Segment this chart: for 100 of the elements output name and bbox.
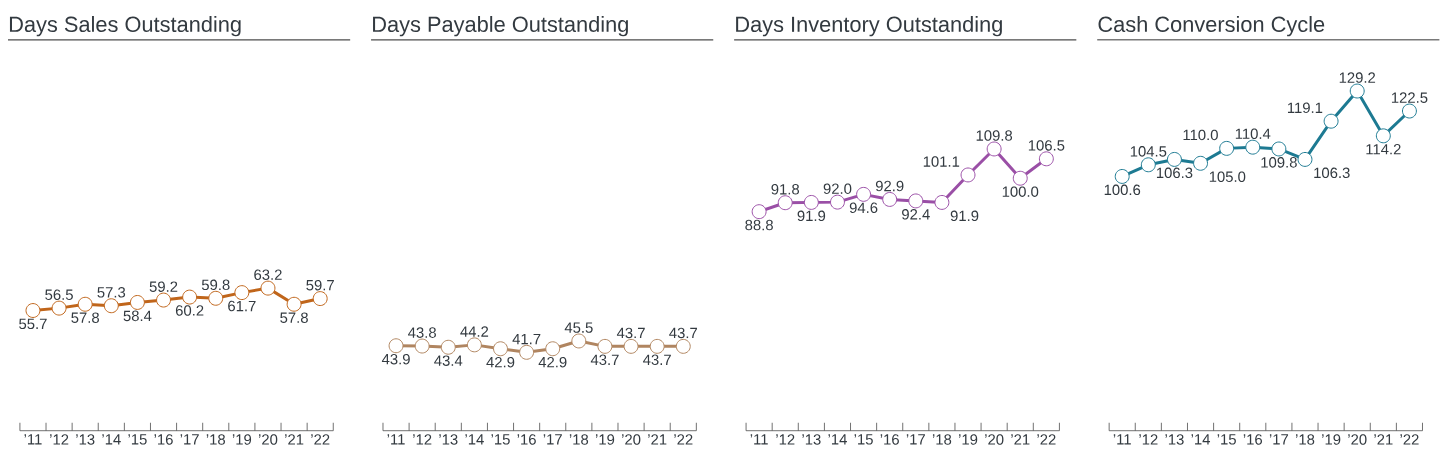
point	[1245, 139, 1261, 155]
x-tick-label: ’11	[24, 434, 42, 445]
point	[156, 292, 171, 308]
data-label: 110.0	[1183, 129, 1218, 141]
x-tick-label: ’18	[1295, 434, 1315, 445]
x-tick-label: ’16	[517, 434, 536, 445]
x-tick-label: ’14	[465, 434, 484, 445]
data-label: 92.0	[823, 183, 852, 195]
data-label: 43.4	[434, 355, 463, 367]
x-tick-label: ’12	[50, 434, 69, 445]
data-label: 129.2	[1339, 72, 1376, 84]
point	[597, 339, 613, 355]
data-label: 56.5	[45, 289, 73, 301]
data-label: 109.8	[976, 130, 1013, 142]
data-label: 42.9	[538, 357, 567, 368]
x-tick-label: ’13	[76, 434, 95, 445]
x-tick-label: ’14	[1191, 434, 1211, 445]
point	[830, 194, 845, 210]
point	[649, 339, 665, 355]
point	[1271, 141, 1287, 157]
x-tick-label: ’11	[1113, 434, 1131, 445]
x-tick-label: ’21	[1011, 434, 1030, 445]
x-tick-label: ’18	[932, 434, 952, 445]
x-tick-label: ’20	[258, 434, 278, 445]
x-tick-label: ’21	[285, 434, 304, 445]
x-tick-label: ’17	[906, 434, 925, 445]
point	[623, 339, 639, 355]
chart-title: Days Inventory Outstanding	[736, 16, 1002, 37]
data-label: 106.3	[1156, 167, 1193, 179]
data-label: 61.7	[228, 300, 256, 312]
x-tick-label: ’17	[1269, 434, 1289, 445]
x-tick-label: ’13	[1165, 434, 1184, 445]
data-label: 114.2	[1366, 144, 1401, 155]
data-label: 92.4	[902, 209, 930, 220]
x-tick-label: ’14	[828, 434, 847, 445]
x-tick-label: ’15	[1217, 434, 1236, 445]
chart-title: Cash Conversion Cycle	[1098, 16, 1325, 37]
point	[1193, 156, 1208, 171]
data-label: 94.6	[849, 202, 878, 214]
data-label: 42.9	[486, 357, 515, 368]
point	[960, 167, 976, 183]
x-tick-label: ’17	[180, 434, 199, 445]
point	[493, 341, 508, 357]
data-label: 122.5	[1391, 92, 1428, 104]
data-label: 57.8	[280, 312, 308, 324]
data-label: 104.5	[1130, 146, 1167, 157]
data-label: 100.6	[1104, 184, 1141, 196]
data-label: 105.0	[1209, 171, 1246, 183]
point	[751, 204, 767, 220]
point	[1297, 152, 1313, 168]
x-tick-label: ’13	[439, 434, 458, 445]
point	[25, 303, 41, 319]
x-tick-label: ’11	[387, 434, 405, 445]
data-label: 57.8	[71, 312, 100, 324]
data-label: 60.2	[175, 305, 204, 316]
data-label: 92.9	[875, 180, 904, 192]
point	[803, 195, 819, 211]
point	[440, 339, 456, 355]
point	[1375, 128, 1391, 144]
point	[51, 300, 67, 316]
x-tick-label: ’15	[128, 434, 147, 445]
data-label: 59.7	[306, 280, 334, 291]
point	[777, 195, 793, 211]
data-label: 59.2	[149, 281, 178, 293]
data-label: 106.3	[1314, 167, 1350, 179]
x-tick-label: ’22	[1400, 434, 1419, 445]
point	[466, 337, 482, 353]
x-tick-label: ’15	[491, 434, 510, 445]
data-label: 106.5	[1028, 140, 1065, 151]
point	[908, 193, 924, 209]
point	[545, 341, 561, 357]
data-label: 58.4	[123, 310, 152, 322]
point	[519, 345, 535, 360]
data-label: 100.0	[1002, 186, 1039, 198]
point	[856, 187, 872, 203]
data-label: 43.7	[590, 354, 619, 366]
data-label: 44.2	[460, 326, 489, 337]
point	[1401, 103, 1417, 119]
point	[182, 289, 198, 305]
x-tick-label: ’21	[1374, 434, 1393, 445]
point	[986, 141, 1002, 157]
data-label: 91.8	[771, 184, 800, 195]
data-label: 63.2	[254, 269, 282, 281]
x-tick-label: ’14	[102, 434, 121, 445]
chart-title: Days Payable Outstanding	[373, 16, 628, 37]
point	[1219, 141, 1235, 157]
data-label: 88.8	[745, 220, 773, 231]
point	[129, 295, 145, 311]
x-tick-label: ’18	[569, 434, 589, 445]
data-label: 55.7	[19, 318, 47, 330]
data-label: 41.7	[512, 334, 541, 345]
data-label: 59.8	[201, 279, 230, 291]
point	[1166, 152, 1182, 168]
x-tick-label: ’20	[622, 434, 641, 445]
x-tick-label: ’22	[1037, 434, 1056, 445]
data-label: 43.7	[643, 354, 671, 366]
data-label: 43.7	[616, 327, 645, 339]
x-tick-label: ’20	[1348, 434, 1367, 445]
data-label: 110.4	[1235, 128, 1271, 140]
x-tick-label: ’15	[854, 434, 873, 445]
